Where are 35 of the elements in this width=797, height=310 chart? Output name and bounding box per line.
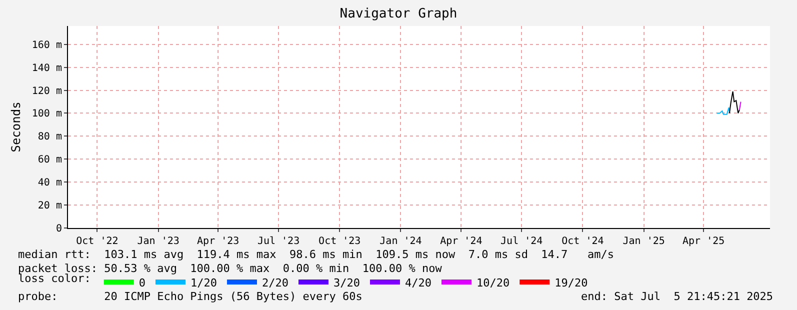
x-tick-label: Oct '23 bbox=[318, 236, 361, 247]
legend-label: 2/20 bbox=[262, 276, 288, 290]
y-tick-label: 140 m bbox=[32, 62, 62, 74]
y-tick-label: 0 bbox=[56, 224, 62, 234]
x-tick-label: Jan '25 bbox=[622, 236, 665, 247]
text: packet loss: 50.53 % avg 100.00 % max 0.00 % min 100.00 % now bbox=[18, 262, 442, 275]
chart-title: Navigator Graph bbox=[340, 6, 458, 22]
legend-label: 10/20 bbox=[476, 276, 510, 290]
x-tick-label: Jul '24 bbox=[500, 236, 543, 247]
y-tick-label: 120 m bbox=[32, 86, 62, 97]
x-tick-label: Apr '25 bbox=[682, 236, 725, 247]
y-tick-label: 100 m bbox=[32, 108, 62, 120]
x-tick-label: Jan '24 bbox=[380, 236, 422, 247]
legend-label: 0 bbox=[138, 276, 146, 290]
legend-label: 4/20 bbox=[404, 276, 432, 290]
x-tick-label: Oct '24 bbox=[562, 236, 604, 247]
text: probe: 20 ICMP Echo Pings (56 Bytes) every 60s bbox=[18, 290, 362, 303]
legend-label: 1/20 bbox=[190, 276, 217, 290]
x-tick-label: Apr '23 bbox=[197, 236, 240, 247]
line-series bbox=[716, 106, 730, 115]
y-tick-label: 40 m bbox=[38, 178, 62, 189]
x-tick-label: Apr '24 bbox=[440, 236, 482, 247]
legend-label: 19/20 bbox=[554, 276, 588, 290]
text: median rtt: 103.1 ms avg 119.4 ms max 98.6 ms min 109.5 ms now 7.0 ms sd 14.7 am/s bbox=[18, 248, 614, 261]
y-tick-label: 20 m bbox=[38, 200, 62, 212]
x-tick-label: Jul '23 bbox=[257, 236, 300, 247]
y-axis-title: Seconds bbox=[9, 102, 24, 152]
x-tick-label: Jan '23 bbox=[137, 236, 180, 247]
line-series bbox=[728, 90, 740, 114]
y-tick-label: 80 m bbox=[38, 132, 62, 143]
text: end: Sat Jul 5 21:45:21 2025 bbox=[581, 290, 774, 303]
x-tick-label: Oct '22 bbox=[76, 236, 118, 247]
legend-label: 3/20 bbox=[333, 276, 360, 290]
y-tick-label: 60 m bbox=[38, 154, 62, 166]
y-tick-label: 160 m bbox=[32, 40, 62, 51]
